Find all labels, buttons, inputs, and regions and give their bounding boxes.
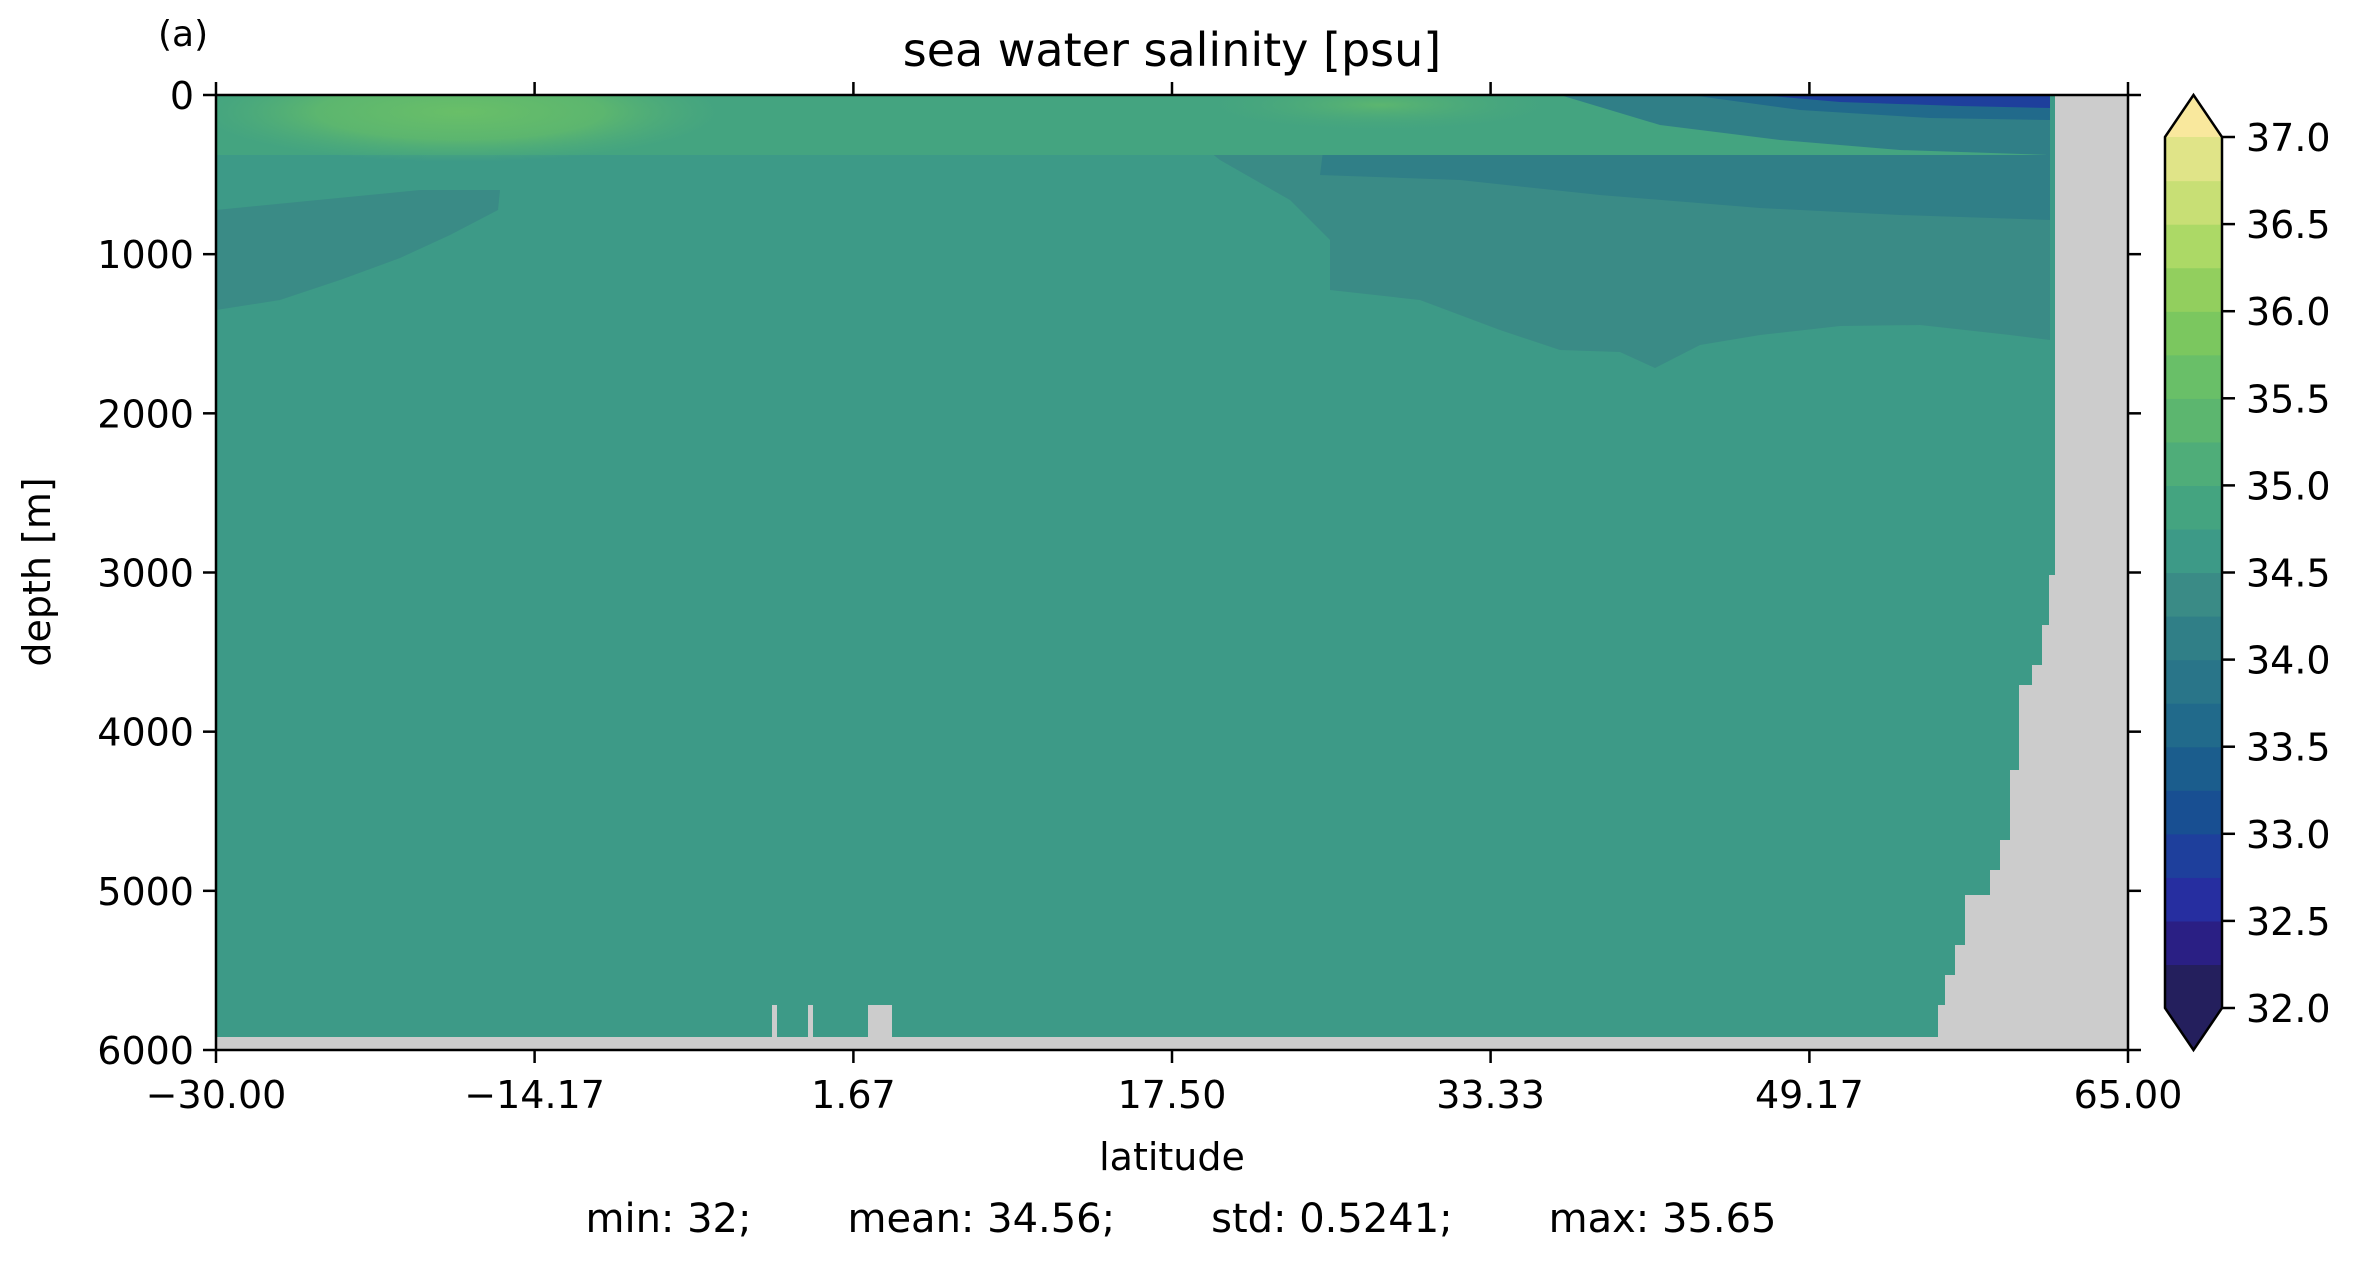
y-tick-label: 5000	[97, 870, 194, 914]
seamount-1	[772, 1005, 777, 1037]
colorbar-segment	[2165, 311, 2222, 356]
colorbar-segment	[2165, 703, 2222, 748]
colorbar-segment	[2165, 267, 2222, 312]
x-axis: −30.00 −14.17 1.67 17.50 33.33 49.17 65.00	[146, 82, 2183, 1117]
stat-mean: mean: 34.56;	[847, 1196, 1116, 1242]
colorbar-segment	[2165, 180, 2222, 225]
colorbar-segment	[2165, 572, 2222, 617]
panel-label: (a)	[158, 14, 208, 55]
colorbar-tick-label: 32.5	[2246, 900, 2331, 944]
x-tick-label: 1.67	[811, 1073, 896, 1117]
colorbar-tick-label: 33.5	[2246, 726, 2331, 770]
y-tick-label: 3000	[97, 552, 194, 596]
colorbar-segment	[2165, 485, 2222, 530]
y-tick-label: 1000	[97, 233, 194, 277]
x-tick-label: 17.50	[1118, 1073, 1227, 1117]
colorbar-segment	[2165, 528, 2222, 574]
colorbar-segment	[2165, 920, 2222, 966]
colorbar: 32.0 32.5 33.0 33.5 34.0 34.5 35.0 35.5 36.0 36.5…	[2163, 92, 2331, 1053]
y-tick-label: 2000	[97, 392, 194, 436]
chart-title: sea water salinity [psu]	[903, 23, 1442, 77]
x-tick-label: 65.00	[2074, 1073, 2183, 1117]
high-salinity-core-north	[1190, 95, 1570, 133]
colorbar-tick-label: 35.5	[2246, 377, 2331, 421]
colorbar-segment	[2165, 354, 2222, 399]
colorbar-tick-label: 32.0	[2246, 987, 2331, 1031]
x-axis-label: latitude	[1099, 1135, 1245, 1179]
x-tick-label: 49.17	[1755, 1073, 1864, 1117]
colorbar-segment	[2165, 398, 2222, 443]
seamount-3	[868, 1005, 892, 1037]
x-tick-label: −14.17	[464, 1073, 605, 1117]
colorbar-segment	[2165, 833, 2222, 878]
colorbar-tick-label: 35.0	[2246, 464, 2331, 508]
high-salinity-core-south	[216, 95, 720, 162]
colorbar-segment	[2165, 746, 2222, 791]
low-salinity-surface-north-3	[1760, 95, 2050, 108]
colorbar-tick-label: 36.0	[2246, 290, 2331, 334]
plot-area	[216, 95, 2128, 1050]
stat-std: std: 0.5241;	[1211, 1196, 1453, 1242]
colorbar-segment	[2165, 964, 2222, 1009]
colorbar-segment	[2165, 224, 2222, 269]
x-tick-label: −30.00	[146, 1073, 287, 1117]
y-axis-label: depth [m]	[15, 477, 59, 666]
summary-statistics: min: 32; mean: 34.56; std: 0.5241; max: …	[0, 1196, 2362, 1244]
y-axis: 0 1000 2000 3000 4000 5000 6000	[97, 74, 2141, 1073]
stat-max: max: 35.65	[1548, 1196, 1777, 1242]
colorbar-segment	[2165, 441, 2222, 486]
colorbar-tick-label: 36.5	[2246, 203, 2331, 247]
colorbar-segment	[2165, 137, 2222, 182]
x-tick-label: 33.33	[1436, 1073, 1545, 1117]
colorbar-extend-min	[2165, 1008, 2222, 1050]
seamount-2	[808, 1005, 813, 1037]
y-tick-label: 0	[170, 74, 194, 118]
colorbar-tick-label: 37.0	[2246, 116, 2331, 160]
colorbar-extend-max	[2165, 95, 2222, 137]
colorbar-tick-label: 33.0	[2246, 813, 2331, 857]
stat-min: min: 32;	[585, 1196, 752, 1242]
intermediate-water-south	[216, 190, 500, 310]
colorbar-segment	[2165, 659, 2222, 704]
y-tick-label: 6000	[97, 1029, 194, 1073]
colorbar-segment	[2165, 877, 2222, 922]
y-tick-label: 4000	[97, 711, 194, 755]
colorbar-tick-label: 34.5	[2246, 552, 2331, 596]
colorbar-segment	[2165, 790, 2222, 835]
colorbar-tick-label: 34.0	[2246, 639, 2331, 683]
colorbar-segment	[2165, 616, 2222, 661]
